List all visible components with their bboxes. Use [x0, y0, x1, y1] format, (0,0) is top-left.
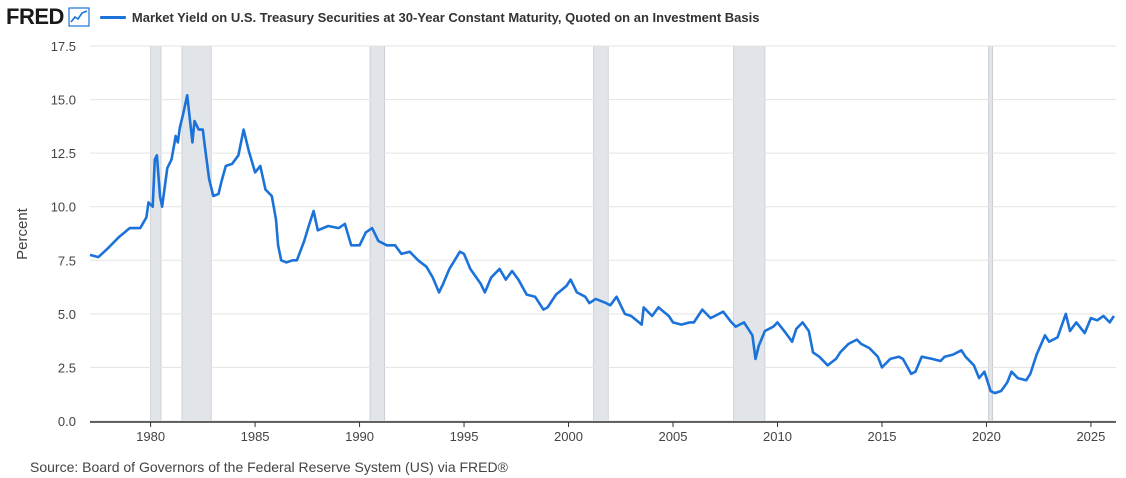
y-tick-label: 0.0: [58, 414, 76, 429]
y-axis-label: Percent: [14, 207, 31, 260]
legend-label: Market Yield on U.S. Treasury Securities…: [131, 9, 760, 25]
chart-header: FRED Market Yield on U.S. Treasury Secur…: [6, 4, 759, 30]
legend-swatch: [99, 15, 126, 19]
y-tick-label: 17.5: [51, 39, 76, 54]
recession-band: [150, 45, 162, 422]
series-line: [89, 94, 1115, 395]
y-tick-label: 7.5: [58, 253, 76, 268]
source-note: Source: Board of Governors of the Federa…: [30, 459, 508, 475]
recession-band: [733, 45, 766, 422]
recession-band: [988, 45, 994, 422]
x-tick-label: 1985: [241, 429, 270, 444]
x-tick-label: 2000: [554, 429, 583, 444]
x-tick-label: 2005: [659, 429, 688, 444]
x-tick-label: 2020: [972, 429, 1001, 444]
fred-logo[interactable]: FRED: [6, 4, 64, 29]
x-tick-label: 2025: [1076, 429, 1105, 444]
y-tick-label: 12.5: [51, 146, 76, 161]
line-chart-icon[interactable]: [68, 7, 90, 27]
y-tick-label: 2.5: [58, 360, 76, 375]
x-tick-label: 1990: [345, 429, 374, 444]
recession-bands: [150, 45, 994, 422]
x-tick-label: 2010: [763, 429, 792, 444]
y-tick-label: 15.0: [51, 93, 76, 108]
y-tick-label: 10.0: [51, 200, 76, 215]
grid-lines: [90, 45, 1116, 422]
recession-band: [181, 45, 212, 422]
x-tick-label: 2015: [868, 429, 897, 444]
x-tick-label: 1980: [136, 429, 165, 444]
x-axis: 1980 1985 1990 1995 2000 2005 2010 2015 2020 2025: [90, 421, 1116, 444]
x-tick-label: 1995: [450, 429, 479, 444]
recession-band: [593, 45, 609, 422]
recession-band: [369, 45, 385, 422]
y-axis: 0.0 2.5 5.0 7.5 10.0 12.5 15.0 17.5: [51, 39, 76, 429]
legend: Market Yield on U.S. Treasury Securities…: [99, 9, 760, 25]
y-tick-label: 5.0: [58, 307, 76, 322]
